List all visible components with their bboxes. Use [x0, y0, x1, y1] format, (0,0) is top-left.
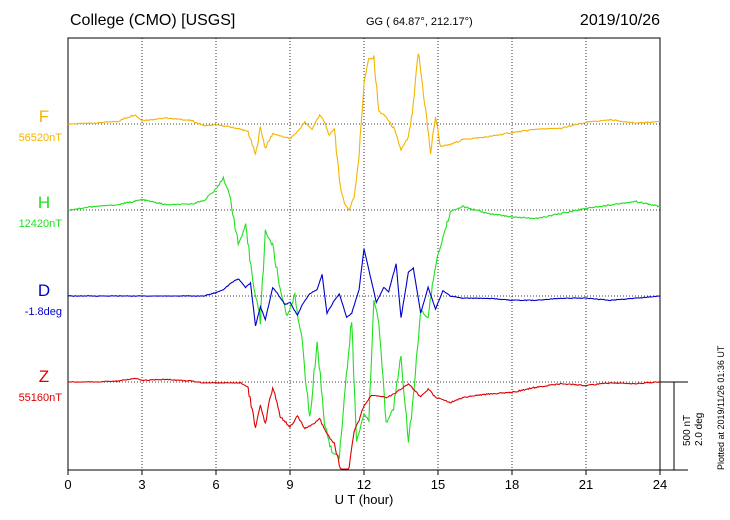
channel-baseline-D: -1.8deg	[24, 306, 62, 318]
channel-letter-D: D	[37, 281, 51, 300]
station-title: College (CMO) [USGS]	[70, 12, 236, 29]
series-line-F	[67, 53, 661, 211]
scale-label-nt: 500 nT	[682, 414, 693, 446]
coordinates-label: GG ( 64.87°, 212.17°)	[366, 16, 473, 28]
date-label: 2019/10/26	[579, 12, 660, 29]
channel-letter-H: H	[37, 193, 51, 212]
x-tick-label-21: 21	[579, 477, 593, 492]
channel-baseline-Z: 55160nT	[18, 392, 62, 404]
scale-label-deg: 2.0 deg	[694, 412, 705, 446]
x-tick-label-3: 3	[138, 477, 145, 492]
channel-baseline-H: 12420nT	[18, 218, 62, 230]
series-line-H	[67, 175, 661, 460]
x-tick-label-0: 0	[64, 477, 71, 492]
x-tick-label-12: 12	[357, 477, 371, 492]
channel-letter-Z: Z	[38, 367, 50, 386]
channel-baseline-F: 56520nT	[18, 132, 62, 144]
x-tick-label-9: 9	[286, 477, 293, 492]
channel-letter-F: F	[38, 107, 50, 126]
series-line-D	[68, 248, 661, 326]
x-tick-label-6: 6	[212, 477, 219, 492]
series-line-Z	[67, 377, 661, 470]
plotted-note: Plotted at 2019/11/26 01:36 UT	[716, 345, 726, 470]
x-axis-label: U T (hour)	[335, 492, 394, 507]
x-tick-label-15: 15	[431, 477, 445, 492]
x-tick-label-24: 24	[653, 477, 667, 492]
x-tick-label-18: 18	[505, 477, 519, 492]
